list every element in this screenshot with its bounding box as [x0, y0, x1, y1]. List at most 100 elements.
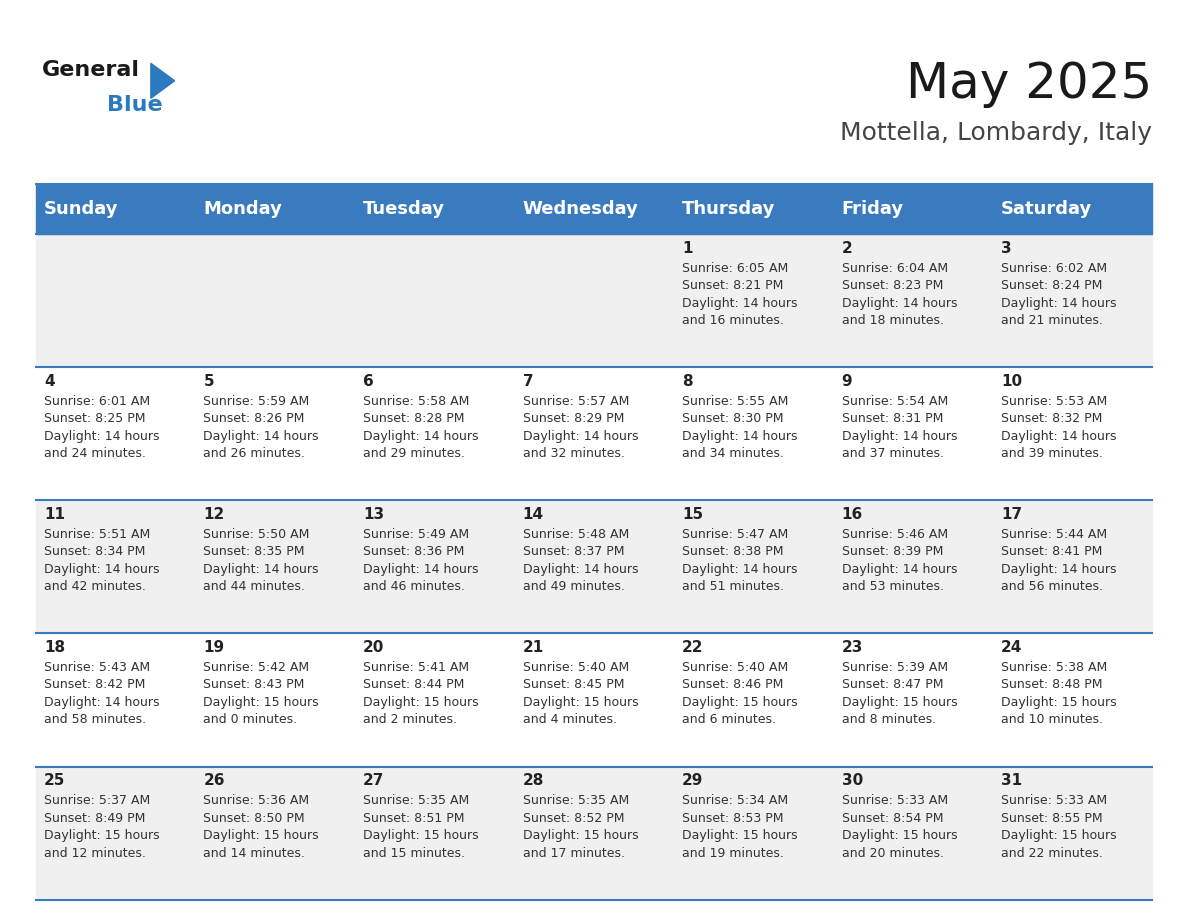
Bar — [674, 767, 833, 900]
Text: May 2025: May 2025 — [906, 60, 1152, 107]
Bar — [355, 234, 514, 367]
Text: Sunrise: 5:33 AM
Sunset: 8:54 PM
Daylight: 15 hours
and 20 minutes.: Sunrise: 5:33 AM Sunset: 8:54 PM Dayligh… — [841, 794, 958, 859]
Text: Sunrise: 5:51 AM
Sunset: 8:34 PM
Daylight: 14 hours
and 42 minutes.: Sunrise: 5:51 AM Sunset: 8:34 PM Dayligh… — [44, 528, 159, 593]
Text: Sunrise: 6:05 AM
Sunset: 8:21 PM
Daylight: 14 hours
and 16 minutes.: Sunrise: 6:05 AM Sunset: 8:21 PM Dayligh… — [682, 262, 797, 327]
Bar — [195, 184, 355, 234]
Bar — [514, 500, 674, 633]
Bar — [514, 767, 674, 900]
Text: 22: 22 — [682, 640, 703, 655]
Text: Sunrise: 5:37 AM
Sunset: 8:49 PM
Daylight: 15 hours
and 12 minutes.: Sunrise: 5:37 AM Sunset: 8:49 PM Dayligh… — [44, 794, 159, 859]
Text: Sunrise: 5:55 AM
Sunset: 8:30 PM
Daylight: 14 hours
and 34 minutes.: Sunrise: 5:55 AM Sunset: 8:30 PM Dayligh… — [682, 395, 797, 460]
Bar — [36, 367, 195, 500]
Text: 24: 24 — [1001, 640, 1023, 655]
Text: 25: 25 — [44, 773, 65, 788]
Bar — [674, 184, 833, 234]
Text: Sunrise: 6:01 AM
Sunset: 8:25 PM
Daylight: 14 hours
and 24 minutes.: Sunrise: 6:01 AM Sunset: 8:25 PM Dayligh… — [44, 395, 159, 460]
Polygon shape — [151, 63, 175, 98]
Bar — [674, 500, 833, 633]
Text: Sunrise: 5:34 AM
Sunset: 8:53 PM
Daylight: 15 hours
and 19 minutes.: Sunrise: 5:34 AM Sunset: 8:53 PM Dayligh… — [682, 794, 797, 859]
Bar — [36, 234, 195, 367]
Bar — [355, 767, 514, 900]
Text: 30: 30 — [841, 773, 862, 788]
Text: Sunrise: 5:48 AM
Sunset: 8:37 PM
Daylight: 14 hours
and 49 minutes.: Sunrise: 5:48 AM Sunset: 8:37 PM Dayligh… — [523, 528, 638, 593]
Text: 13: 13 — [364, 507, 384, 521]
Text: 16: 16 — [841, 507, 862, 521]
Text: Sunrise: 5:41 AM
Sunset: 8:44 PM
Daylight: 15 hours
and 2 minutes.: Sunrise: 5:41 AM Sunset: 8:44 PM Dayligh… — [364, 661, 479, 726]
Text: Sunrise: 5:38 AM
Sunset: 8:48 PM
Daylight: 15 hours
and 10 minutes.: Sunrise: 5:38 AM Sunset: 8:48 PM Dayligh… — [1001, 661, 1117, 726]
Text: 15: 15 — [682, 507, 703, 521]
Bar — [993, 633, 1152, 767]
Text: Sunrise: 5:50 AM
Sunset: 8:35 PM
Daylight: 14 hours
and 44 minutes.: Sunrise: 5:50 AM Sunset: 8:35 PM Dayligh… — [203, 528, 320, 593]
Text: 8: 8 — [682, 374, 693, 388]
Text: Sunrise: 5:36 AM
Sunset: 8:50 PM
Daylight: 15 hours
and 14 minutes.: Sunrise: 5:36 AM Sunset: 8:50 PM Dayligh… — [203, 794, 320, 859]
Text: 4: 4 — [44, 374, 55, 388]
Text: 9: 9 — [841, 374, 852, 388]
Text: Sunrise: 5:49 AM
Sunset: 8:36 PM
Daylight: 14 hours
and 46 minutes.: Sunrise: 5:49 AM Sunset: 8:36 PM Dayligh… — [364, 528, 479, 593]
Text: Sunrise: 6:02 AM
Sunset: 8:24 PM
Daylight: 14 hours
and 21 minutes.: Sunrise: 6:02 AM Sunset: 8:24 PM Dayligh… — [1001, 262, 1117, 327]
Bar — [833, 633, 993, 767]
Text: Sunrise: 5:40 AM
Sunset: 8:45 PM
Daylight: 15 hours
and 4 minutes.: Sunrise: 5:40 AM Sunset: 8:45 PM Dayligh… — [523, 661, 638, 726]
Text: Sunrise: 5:33 AM
Sunset: 8:55 PM
Daylight: 15 hours
and 22 minutes.: Sunrise: 5:33 AM Sunset: 8:55 PM Dayligh… — [1001, 794, 1117, 859]
Text: 10: 10 — [1001, 374, 1022, 388]
Text: 28: 28 — [523, 773, 544, 788]
Text: General: General — [42, 60, 139, 80]
Text: 2: 2 — [841, 241, 852, 255]
Text: Mottella, Lombardy, Italy: Mottella, Lombardy, Italy — [840, 121, 1152, 145]
Bar — [993, 184, 1152, 234]
Text: Sunday: Sunday — [44, 200, 119, 218]
Text: Blue: Blue — [107, 95, 163, 115]
Text: Sunrise: 5:54 AM
Sunset: 8:31 PM
Daylight: 14 hours
and 37 minutes.: Sunrise: 5:54 AM Sunset: 8:31 PM Dayligh… — [841, 395, 958, 460]
Text: 14: 14 — [523, 507, 544, 521]
Text: Sunrise: 5:40 AM
Sunset: 8:46 PM
Daylight: 15 hours
and 6 minutes.: Sunrise: 5:40 AM Sunset: 8:46 PM Dayligh… — [682, 661, 797, 726]
Text: 19: 19 — [203, 640, 225, 655]
Text: 20: 20 — [364, 640, 385, 655]
Bar — [195, 633, 355, 767]
Text: 27: 27 — [364, 773, 385, 788]
Text: Sunrise: 5:57 AM
Sunset: 8:29 PM
Daylight: 14 hours
and 32 minutes.: Sunrise: 5:57 AM Sunset: 8:29 PM Dayligh… — [523, 395, 638, 460]
Text: 21: 21 — [523, 640, 544, 655]
Bar — [674, 234, 833, 367]
Bar — [36, 767, 195, 900]
Bar — [355, 633, 514, 767]
Bar — [833, 500, 993, 633]
Bar — [514, 367, 674, 500]
Text: Sunrise: 5:46 AM
Sunset: 8:39 PM
Daylight: 14 hours
and 53 minutes.: Sunrise: 5:46 AM Sunset: 8:39 PM Dayligh… — [841, 528, 958, 593]
Bar — [195, 367, 355, 500]
Bar — [514, 633, 674, 767]
Text: 3: 3 — [1001, 241, 1012, 255]
Bar — [195, 767, 355, 900]
Bar — [993, 767, 1152, 900]
Text: Sunrise: 5:59 AM
Sunset: 8:26 PM
Daylight: 14 hours
and 26 minutes.: Sunrise: 5:59 AM Sunset: 8:26 PM Dayligh… — [203, 395, 320, 460]
Bar — [36, 633, 195, 767]
Text: Saturday: Saturday — [1001, 200, 1093, 218]
Text: 17: 17 — [1001, 507, 1022, 521]
Bar — [993, 500, 1152, 633]
Bar — [514, 234, 674, 367]
Text: Sunrise: 5:53 AM
Sunset: 8:32 PM
Daylight: 14 hours
and 39 minutes.: Sunrise: 5:53 AM Sunset: 8:32 PM Dayligh… — [1001, 395, 1117, 460]
Bar — [355, 367, 514, 500]
Text: Sunrise: 5:44 AM
Sunset: 8:41 PM
Daylight: 14 hours
and 56 minutes.: Sunrise: 5:44 AM Sunset: 8:41 PM Dayligh… — [1001, 528, 1117, 593]
Text: 5: 5 — [203, 374, 214, 388]
Text: Sunrise: 5:35 AM
Sunset: 8:52 PM
Daylight: 15 hours
and 17 minutes.: Sunrise: 5:35 AM Sunset: 8:52 PM Dayligh… — [523, 794, 638, 859]
Text: Friday: Friday — [841, 200, 904, 218]
Text: 18: 18 — [44, 640, 65, 655]
Text: 29: 29 — [682, 773, 703, 788]
Bar — [993, 367, 1152, 500]
Bar — [833, 367, 993, 500]
Bar — [195, 234, 355, 367]
Bar — [195, 500, 355, 633]
Text: Sunrise: 5:42 AM
Sunset: 8:43 PM
Daylight: 15 hours
and 0 minutes.: Sunrise: 5:42 AM Sunset: 8:43 PM Dayligh… — [203, 661, 320, 726]
Text: 23: 23 — [841, 640, 862, 655]
Bar — [993, 234, 1152, 367]
Bar — [674, 633, 833, 767]
Text: Sunrise: 6:04 AM
Sunset: 8:23 PM
Daylight: 14 hours
and 18 minutes.: Sunrise: 6:04 AM Sunset: 8:23 PM Dayligh… — [841, 262, 958, 327]
Text: Sunrise: 5:35 AM
Sunset: 8:51 PM
Daylight: 15 hours
and 15 minutes.: Sunrise: 5:35 AM Sunset: 8:51 PM Dayligh… — [364, 794, 479, 859]
Bar — [833, 234, 993, 367]
Text: 11: 11 — [44, 507, 65, 521]
Bar — [833, 767, 993, 900]
Text: Sunrise: 5:58 AM
Sunset: 8:28 PM
Daylight: 14 hours
and 29 minutes.: Sunrise: 5:58 AM Sunset: 8:28 PM Dayligh… — [364, 395, 479, 460]
Bar — [833, 184, 993, 234]
Text: Sunrise: 5:47 AM
Sunset: 8:38 PM
Daylight: 14 hours
and 51 minutes.: Sunrise: 5:47 AM Sunset: 8:38 PM Dayligh… — [682, 528, 797, 593]
Text: Wednesday: Wednesday — [523, 200, 638, 218]
Text: Sunrise: 5:39 AM
Sunset: 8:47 PM
Daylight: 15 hours
and 8 minutes.: Sunrise: 5:39 AM Sunset: 8:47 PM Dayligh… — [841, 661, 958, 726]
